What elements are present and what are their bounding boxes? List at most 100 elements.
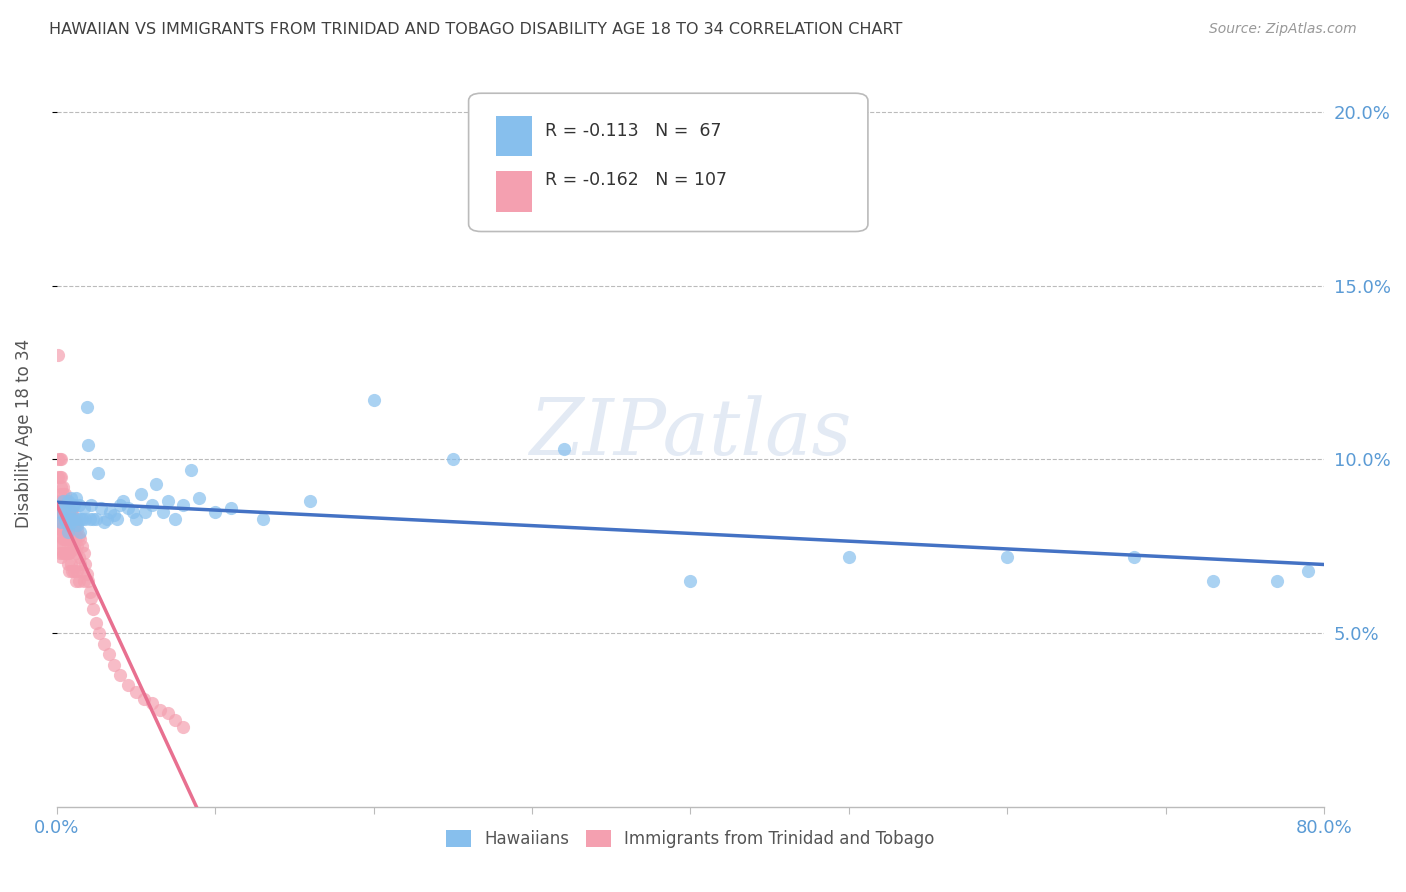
Point (96, 511, 118, 525)
Point (145, 476, 167, 491)
Point (441, 452, 464, 467)
Point (55, 511, 77, 525)
Point (53, 487, 76, 501)
Point (553, 442, 575, 456)
Point (125, 685, 148, 699)
Point (53, 511, 76, 525)
Point (65, 529, 87, 543)
Point (108, 668, 131, 682)
Point (76, 401, 98, 415)
Point (180, 463, 202, 477)
Point (103, 508, 125, 522)
Point (62, 515, 84, 529)
Point (58, 533, 80, 547)
Point (204, 504, 226, 518)
Point (56, 511, 79, 525)
Point (53, 511, 76, 525)
Point (67, 574, 90, 588)
Point (67, 529, 90, 543)
Point (51, 515, 73, 529)
Point (165, 713, 187, 727)
Point (66, 522, 89, 536)
Point (79, 511, 101, 525)
Point (141, 696, 163, 710)
Point (141, 498, 163, 512)
Point (58, 511, 80, 525)
Text: ZIPatlas: ZIPatlas (529, 395, 852, 472)
Point (55, 522, 77, 536)
Point (69, 557, 91, 571)
Point (82, 602, 104, 616)
FancyBboxPatch shape (468, 94, 868, 232)
Point (156, 494, 179, 508)
Point (1123, 549, 1146, 564)
Point (51, 452, 73, 467)
Point (56, 533, 79, 547)
Point (52, 546, 75, 560)
Point (70, 511, 93, 525)
Point (69, 511, 91, 525)
Point (70, 564, 93, 578)
Point (56, 501, 79, 516)
Point (56, 494, 79, 508)
Point (58, 522, 80, 536)
Point (53, 546, 76, 560)
Point (62, 515, 84, 529)
Text: R = -0.162   N = 107: R = -0.162 N = 107 (544, 171, 727, 189)
Point (1265, 574, 1288, 588)
Point (52, 533, 75, 547)
Point (51, 504, 73, 518)
Point (995, 549, 1018, 564)
Point (66, 539, 89, 553)
Point (129, 487, 152, 501)
Point (49, 546, 72, 560)
Point (49, 452, 72, 467)
Point (49, 522, 72, 536)
Point (49, 529, 72, 543)
Point (53, 504, 76, 518)
Point (46, 348, 69, 362)
Point (93, 515, 115, 529)
Point (76, 567, 98, 582)
Point (299, 494, 322, 508)
Point (65, 574, 87, 588)
Point (46, 504, 69, 518)
Text: HAWAIIAN VS IMMIGRANTS FROM TRINIDAD AND TOBAGO DISABILITY AGE 18 TO 34 CORRELAT: HAWAIIAN VS IMMIGRANTS FROM TRINIDAD AND… (49, 22, 903, 37)
Point (58, 501, 80, 516)
Point (75, 557, 97, 571)
Point (84, 511, 107, 525)
Point (59, 522, 82, 536)
Point (108, 498, 131, 512)
Point (52, 480, 75, 494)
Point (63, 522, 86, 536)
Point (72, 546, 94, 560)
Point (52, 511, 75, 525)
Point (100, 504, 122, 518)
Bar (496, 115, 531, 156)
Point (52, 504, 75, 518)
Point (105, 511, 128, 525)
Point (59, 504, 82, 518)
Point (66, 564, 89, 578)
Point (51, 522, 73, 536)
Point (172, 498, 194, 512)
Point (80, 591, 103, 606)
Point (1202, 574, 1225, 588)
Point (125, 511, 148, 525)
Point (55, 546, 77, 560)
Point (97, 647, 120, 661)
Point (51, 480, 73, 494)
Point (70, 539, 93, 553)
Point (58, 504, 80, 518)
Point (62, 529, 84, 543)
Point (51, 549, 73, 564)
Point (51, 494, 73, 508)
Point (49, 494, 72, 508)
Point (63, 539, 86, 553)
Point (55, 501, 77, 516)
Point (59, 557, 82, 571)
Point (53, 533, 76, 547)
Point (90, 501, 112, 516)
Point (1298, 564, 1320, 578)
Text: R = -0.113   N =  67: R = -0.113 N = 67 (544, 121, 721, 140)
